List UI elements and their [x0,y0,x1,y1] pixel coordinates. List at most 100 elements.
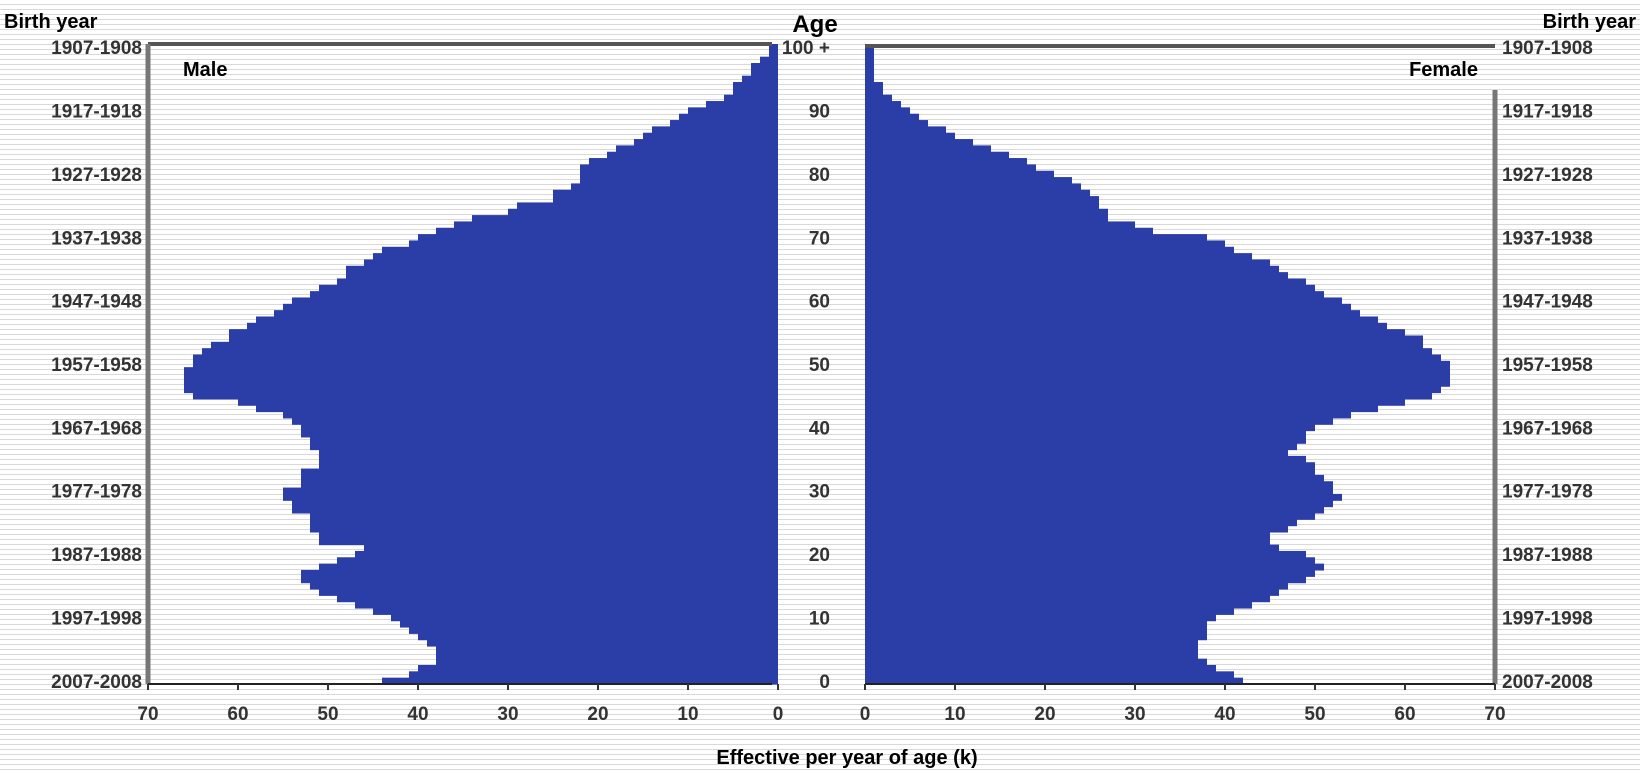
left-birth-year-ticks: 2007-2008 1997-1998 1987-1988 1977-1978 1967… [51,38,142,693]
female-bar [865,94,892,102]
birth-year-tick-label: 1947-1948 [51,292,142,313]
female-bar [865,208,1108,216]
male-bar [373,607,778,615]
female-bar [865,284,1315,292]
age-tick-label: 70 [809,228,830,249]
male-bar [769,44,778,51]
female-bar [865,253,1252,261]
birth-year-tick-label: 1997-1998 [1502,608,1593,629]
female-bar [865,645,1198,653]
female-bar [865,386,1441,394]
female-bar [865,671,1234,679]
female-bar [865,620,1207,628]
female-bar [865,132,955,140]
female-bar [865,557,1315,565]
birth-year-tick-label: 1947-1948 [1502,292,1593,313]
male-bars [184,44,778,685]
male-bar [418,664,778,672]
female-bar [865,202,1099,210]
male-bar [211,341,778,349]
female-bar [865,360,1450,368]
female-bar [865,677,1243,685]
x-tick-label: 70 [137,704,158,725]
male-bar [184,386,778,394]
chart-title: Age [792,11,837,38]
male-bar [652,126,778,134]
x-tick-label: 20 [587,704,608,725]
male-bar [418,633,778,641]
birth-year-tick-label: 2007-2008 [51,672,142,693]
birth-year-tick-label: 1967-1968 [1502,418,1593,439]
male-bar [283,493,778,501]
male-bar [310,436,778,444]
female-bar [865,113,919,121]
male-bar [247,322,778,330]
age-tick-label: 40 [809,418,830,439]
female-bar [865,569,1315,577]
male-bar [724,94,778,102]
female-bar [865,101,901,108]
x-tick-label: 20 [1034,704,1055,725]
male-x-ticks: 70 60 50 40 30 20 10 0 [137,684,783,725]
female-bar [865,664,1216,672]
male-bar [373,253,778,261]
birth-year-tick-label: 1917-1918 [1502,102,1593,123]
male-bar [319,462,778,470]
female-bar [865,227,1153,235]
female-bar [865,430,1306,438]
female-bar [865,139,973,146]
male-bar [283,411,778,419]
female-bar [865,487,1333,495]
female-bar [865,424,1315,432]
female-bar [865,639,1198,647]
birth-year-tick-label: 1937-1938 [1502,228,1593,249]
female-x-ticks: 0 10 20 30 40 50 60 70 [860,684,1506,725]
male-bar [301,481,778,489]
male-bar [679,113,778,121]
male-bar [256,316,778,324]
male-bar [436,652,778,660]
male-bar [382,677,778,685]
male-bar [301,576,778,584]
female-bar [865,348,1432,356]
female-bar [865,259,1270,267]
male-bar [643,132,778,140]
birth-year-tick-label: 1907-1908 [1502,38,1593,59]
male-bar [436,658,778,666]
female-bar [865,462,1315,470]
female-bar [865,291,1324,299]
male-bar [346,265,778,273]
female-bar [865,595,1270,603]
female-bar [865,658,1207,666]
age-tick-label: 10 [809,608,830,629]
female-bar [865,196,1099,204]
male-bar [202,348,778,356]
birth-year-tick-label: 1927-1928 [1502,165,1593,186]
female-bar [865,481,1333,489]
female-bar [865,126,946,134]
female-bar [865,189,1090,197]
male-bar [292,297,778,305]
x-tick-label: 0 [860,704,871,725]
x-tick-label: 30 [1124,704,1145,725]
male-bar [319,455,778,463]
age-tick-label: 20 [809,545,830,566]
male-bar [346,272,778,280]
male-bar [310,519,778,527]
male-bar [310,582,778,590]
male-bar [427,639,778,647]
male-bar [616,145,778,153]
female-bar [865,322,1387,330]
male-bar [301,468,778,476]
male-bar [292,417,778,425]
age-tick-label: 50 [809,355,830,376]
female-bar [865,367,1450,375]
female-bar [865,474,1324,482]
female-bar [865,614,1216,622]
x-tick-label: 40 [1214,704,1235,725]
female-bar [865,158,1027,165]
female-bar [865,316,1378,324]
female-bar [865,519,1297,527]
female-bar [865,151,1009,159]
male-bar [364,544,778,552]
